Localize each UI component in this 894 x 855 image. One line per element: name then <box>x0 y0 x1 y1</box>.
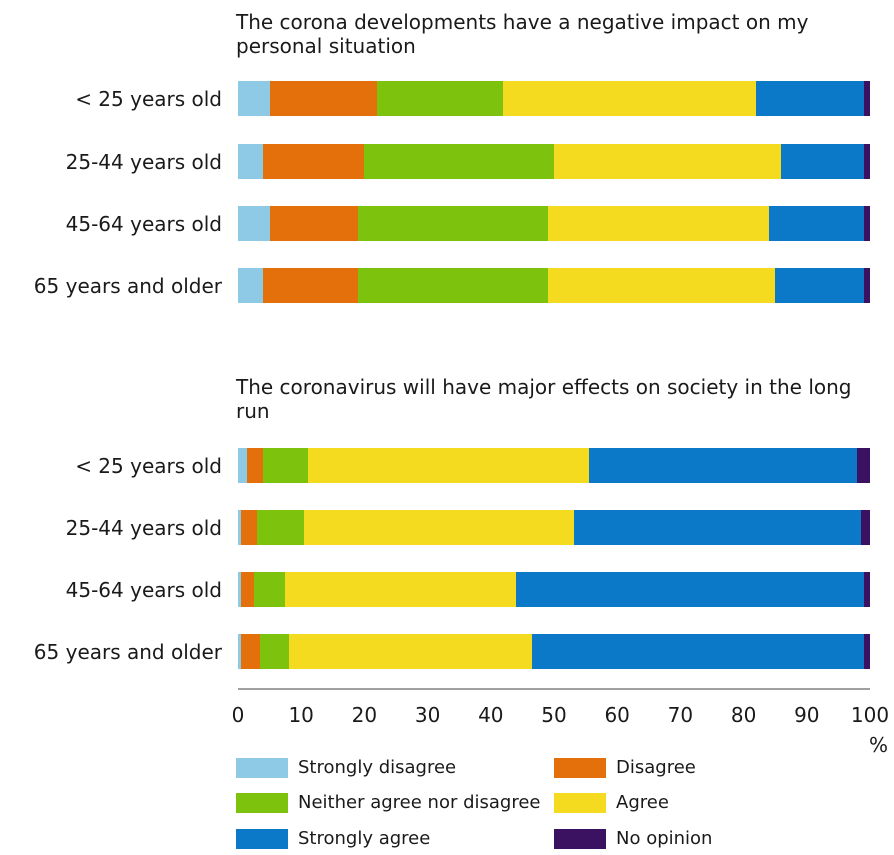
bar-segment-no-opinion <box>863 206 870 241</box>
bar-segment-neither-agree-nor-disagree <box>377 81 504 116</box>
legend-label: Strongly disagree <box>298 757 457 778</box>
category-label: < 25 years old <box>75 87 222 111</box>
stacked-bar <box>238 206 870 241</box>
bar-segment-no-opinion <box>863 268 870 303</box>
x-tick-label: 70 <box>667 703 694 727</box>
bar-segment-agree <box>553 144 782 179</box>
bar-segment-neither-agree-nor-disagree <box>256 510 305 545</box>
x-tick-label: 50 <box>541 703 567 727</box>
legend-swatch <box>236 828 288 849</box>
x-tick-label: 40 <box>478 703 504 727</box>
bar-segment-disagree <box>263 268 359 303</box>
bar-segment-neither-agree-nor-disagree <box>260 634 289 669</box>
bar-segment-strongly-disagree <box>238 572 242 607</box>
bar-segment-agree <box>547 206 769 241</box>
bar-segment-neither-agree-nor-disagree <box>253 572 286 607</box>
legend-label: No opinion <box>616 828 713 849</box>
bar-segment-agree <box>547 268 776 303</box>
bar-segment-strongly-disagree <box>238 206 270 241</box>
legend-swatch <box>236 757 288 778</box>
legend-item: Agree <box>554 792 669 813</box>
x-tick-label: 30 <box>414 703 441 727</box>
stacked-bar <box>238 510 870 545</box>
bar-segment-agree <box>288 634 532 669</box>
category-label: 65 years and older <box>33 640 222 664</box>
bar-segment-strongly-agree <box>781 144 864 179</box>
bar-segment-strongly-disagree <box>238 81 270 116</box>
bar-segment-disagree <box>241 572 254 607</box>
stacked-bar <box>238 268 870 303</box>
x-tick-label: 100 <box>850 703 890 727</box>
legend-swatch <box>236 792 288 813</box>
bar-segment-agree <box>285 572 517 607</box>
x-tick-label: 60 <box>604 703 630 727</box>
chart-1-title: The corona developments have a negative … <box>236 10 809 58</box>
bar-segment-no-opinion <box>863 144 870 179</box>
bar-segment-neither-agree-nor-disagree <box>364 144 554 179</box>
legend-label: Agree <box>616 792 669 813</box>
legend-item: No opinion <box>554 828 712 849</box>
stacked-bar <box>238 144 870 179</box>
legend-swatch <box>554 828 606 849</box>
bar-segment-disagree <box>269 206 359 241</box>
bar-segment-strongly-agree <box>756 81 864 116</box>
x-tick-label: 80 <box>730 703 757 727</box>
x-tick-label: 10 <box>288 703 314 727</box>
bar-segment-agree <box>304 510 575 545</box>
bar-segment-no-opinion <box>863 81 870 116</box>
category-label: 45-64 years old <box>65 212 222 236</box>
x-tick-label: 90 <box>794 703 820 727</box>
bar-segment-no-opinion <box>857 448 870 483</box>
legend-item: Neither agree nor disagree <box>236 792 541 813</box>
legend-item: Disagree <box>554 757 696 778</box>
stacked-bar <box>238 572 870 607</box>
legend-label: Disagree <box>616 757 696 778</box>
stacked-bar <box>238 634 870 669</box>
legend-item: Strongly agree <box>236 828 430 849</box>
bar-segment-strongly-agree <box>775 268 864 303</box>
legend-swatch <box>554 757 606 778</box>
bar-segment-no-opinion <box>860 510 870 545</box>
bar-segment-strongly-agree <box>768 206 864 241</box>
bar-segment-agree <box>503 81 757 116</box>
bar-segment-neither-agree-nor-disagree <box>358 206 548 241</box>
legend-label: Strongly agree <box>298 828 431 849</box>
x-tick-label: 0 <box>231 703 245 727</box>
category-label: < 25 years old <box>75 454 222 478</box>
category-label: 65 years and older <box>33 274 222 298</box>
bar-segment-strongly-disagree <box>238 510 242 545</box>
bar-segment-disagree <box>241 510 257 545</box>
bar-segment-neither-agree-nor-disagree <box>358 268 548 303</box>
bar-segment-neither-agree-nor-disagree <box>263 448 308 483</box>
legend-item: Strongly disagree <box>236 757 456 778</box>
chart-2-title: The coronavirus will have major effects … <box>236 375 852 423</box>
bar-segment-no-opinion <box>863 572 870 607</box>
category-label: 25-44 years old <box>65 150 222 174</box>
bar-segment-strongly-disagree <box>238 634 242 669</box>
x-axis-line <box>238 688 870 690</box>
bar-segment-strongly-agree <box>516 572 864 607</box>
bar-segment-strongly-agree <box>531 634 864 669</box>
stacked-bar <box>238 448 870 483</box>
bar-segment-strongly-disagree <box>238 144 264 179</box>
legend-label: Neither agree nor disagree <box>298 792 541 813</box>
bar-segment-agree <box>307 448 589 483</box>
x-tick-label: 20 <box>351 703 378 727</box>
legend-swatch <box>554 792 606 813</box>
bar-segment-strongly-disagree <box>238 448 248 483</box>
x-axis-unit: % <box>869 733 889 757</box>
stacked-bar <box>238 81 870 116</box>
bar-segment-disagree <box>269 81 378 116</box>
bar-segment-strongly-agree <box>574 510 861 545</box>
category-label: 25-44 years old <box>65 516 222 540</box>
bar-segment-no-opinion <box>863 634 870 669</box>
category-label: 45-64 years old <box>65 578 222 602</box>
bar-segment-disagree <box>247 448 264 483</box>
bar-segment-disagree <box>241 634 261 669</box>
bar-segment-disagree <box>263 144 365 179</box>
bar-segment-strongly-agree <box>588 448 858 483</box>
bar-segment-strongly-disagree <box>238 268 264 303</box>
